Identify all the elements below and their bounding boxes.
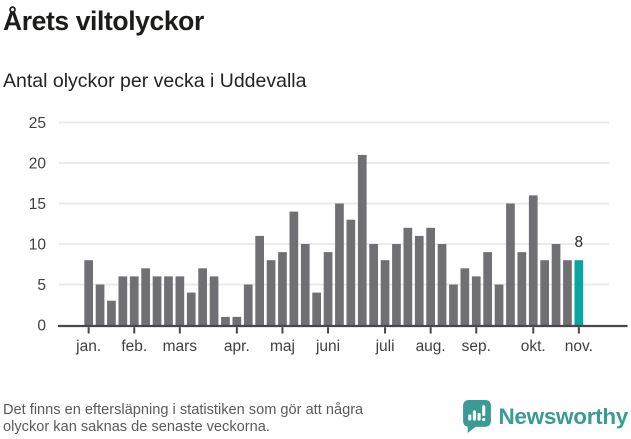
x-axis-month-label: apr. (224, 338, 250, 355)
bar-week-26 (369, 244, 378, 325)
bar-week-8 (164, 276, 173, 325)
y-axis-tick-label: 10 (29, 237, 47, 254)
y-axis-tick-label: 20 (29, 156, 47, 173)
newsworthy-bubble-chart-icon (463, 400, 492, 433)
x-axis-month-label: juli (375, 338, 395, 355)
bar-week-27 (380, 260, 390, 325)
bar-week-39 (517, 252, 527, 325)
bar-value-label: 8 (575, 234, 584, 251)
footer-disclaimer: Det finns en eftersläpning i statistiken… (3, 402, 364, 435)
x-axis-month-label: feb. (121, 338, 147, 355)
bar-week-29 (403, 227, 413, 325)
bar-week-5 (129, 276, 139, 325)
bar-week-40 (528, 195, 538, 325)
bar-week-41 (540, 260, 549, 325)
bar-week-7 (152, 276, 162, 325)
y-axis-tick-label: 25 (29, 115, 46, 132)
bar-week-32 (437, 244, 447, 325)
bar-week-12 (209, 276, 219, 325)
bar-week-36 (483, 252, 492, 325)
bar-week-31 (426, 227, 435, 325)
x-axis-month-label: sep. (462, 338, 491, 355)
bar-week-43 (563, 260, 572, 325)
x-axis-month-label: juni (315, 338, 340, 355)
newsworthy-logo-link[interactable]: Newsworthy (463, 400, 628, 433)
bar-week-3 (107, 300, 116, 325)
x-axis-month-label: maj (270, 338, 295, 355)
weekly-accidents-bar-chart: 0 5 10 15 20 25 jan. feb. mars apr. maj juni juli aug… (29, 115, 628, 355)
bar-week-19 (289, 211, 299, 325)
bar-week-34 (460, 268, 470, 325)
bar-week-10 (186, 292, 196, 325)
bar-week-33 (449, 284, 458, 325)
bar-week-11 (198, 268, 207, 325)
x-axis-month-label: okt. (521, 338, 546, 355)
bar-week-13 (221, 316, 230, 325)
x-axis-month-label: mars (163, 338, 198, 355)
bar-week-23 (335, 203, 344, 325)
chart-subtitle: Antal olyckor per vecka i Uddevalla (3, 70, 307, 92)
bar-week-20 (300, 244, 310, 325)
page-title: Årets viltolyckor (3, 6, 204, 36)
x-axis-month-label: nov. (565, 338, 593, 355)
bar-week-44 (574, 260, 584, 325)
bar-week-16 (255, 235, 264, 325)
bar-week-15 (243, 284, 253, 325)
bar-week-17 (266, 260, 276, 325)
x-axis-month-label: jan. (75, 338, 101, 355)
x-axis-month-label: aug. (416, 338, 446, 355)
bar-week-21 (312, 292, 321, 325)
bar-week-22 (323, 252, 333, 325)
bar-week-18 (278, 252, 287, 325)
bar-week-38 (506, 203, 515, 325)
y-axis-tick-label: 0 (37, 318, 46, 335)
bar-week-42 (551, 244, 561, 325)
bar-week-35 (471, 276, 481, 325)
bar-week-6 (141, 268, 150, 325)
bar-week-24 (346, 219, 356, 325)
bar-week-30 (414, 235, 424, 325)
y-axis-tick-label: 5 (37, 277, 46, 294)
bar-week-1 (84, 260, 93, 325)
bar-week-28 (392, 244, 401, 325)
bar-week-4 (118, 276, 128, 325)
y-axis-tick-label: 15 (29, 196, 46, 213)
bar-week-14 (232, 316, 242, 325)
bar-week-37 (494, 284, 504, 325)
bar-week-9 (175, 276, 185, 325)
bar-week-25 (357, 154, 367, 325)
newsworthy-wordmark: Newsworthy (498, 403, 628, 429)
bar-week-2 (95, 284, 105, 325)
